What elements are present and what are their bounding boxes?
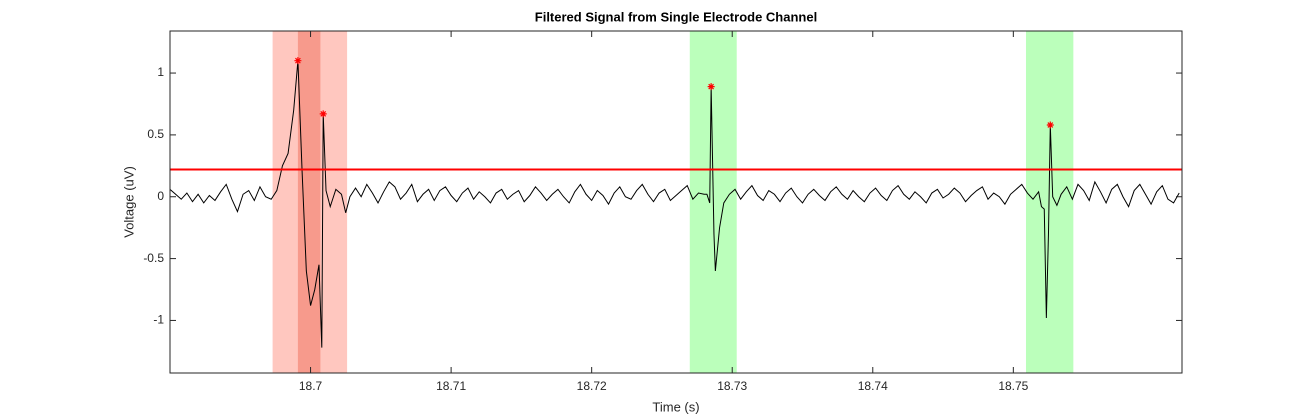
chart-title: Filtered Signal from Single Electrode Ch… (535, 9, 817, 24)
x-tick-label: 18.72 (577, 379, 607, 393)
peak-marker (707, 83, 715, 91)
x-tick-label: 18.71 (436, 379, 466, 393)
axes-box (169, 30, 1183, 374)
peak-marker (1046, 121, 1054, 129)
y-axis-label: Voltage (uV) (121, 166, 136, 238)
x-tick-label: 18.75 (998, 379, 1028, 393)
y-tick-label: 0 (157, 189, 164, 203)
y-tick-label: 0.5 (147, 127, 164, 141)
signal-line (169, 60, 1180, 348)
x-tick-label: 18.7 (299, 379, 323, 393)
x-tick-label: 18.74 (858, 379, 888, 393)
y-tick-label: -0.5 (143, 251, 164, 265)
peak-marker (294, 57, 302, 65)
peak-marker (319, 110, 327, 118)
y-tick-label: 1 (157, 65, 164, 79)
y-tick-label: -1 (153, 313, 164, 327)
highlight-region (1025, 31, 1074, 373)
x-tick-label: 18.73 (717, 379, 747, 393)
highlight-region (297, 31, 321, 373)
x-axis-label: Time (s) (652, 399, 699, 414)
